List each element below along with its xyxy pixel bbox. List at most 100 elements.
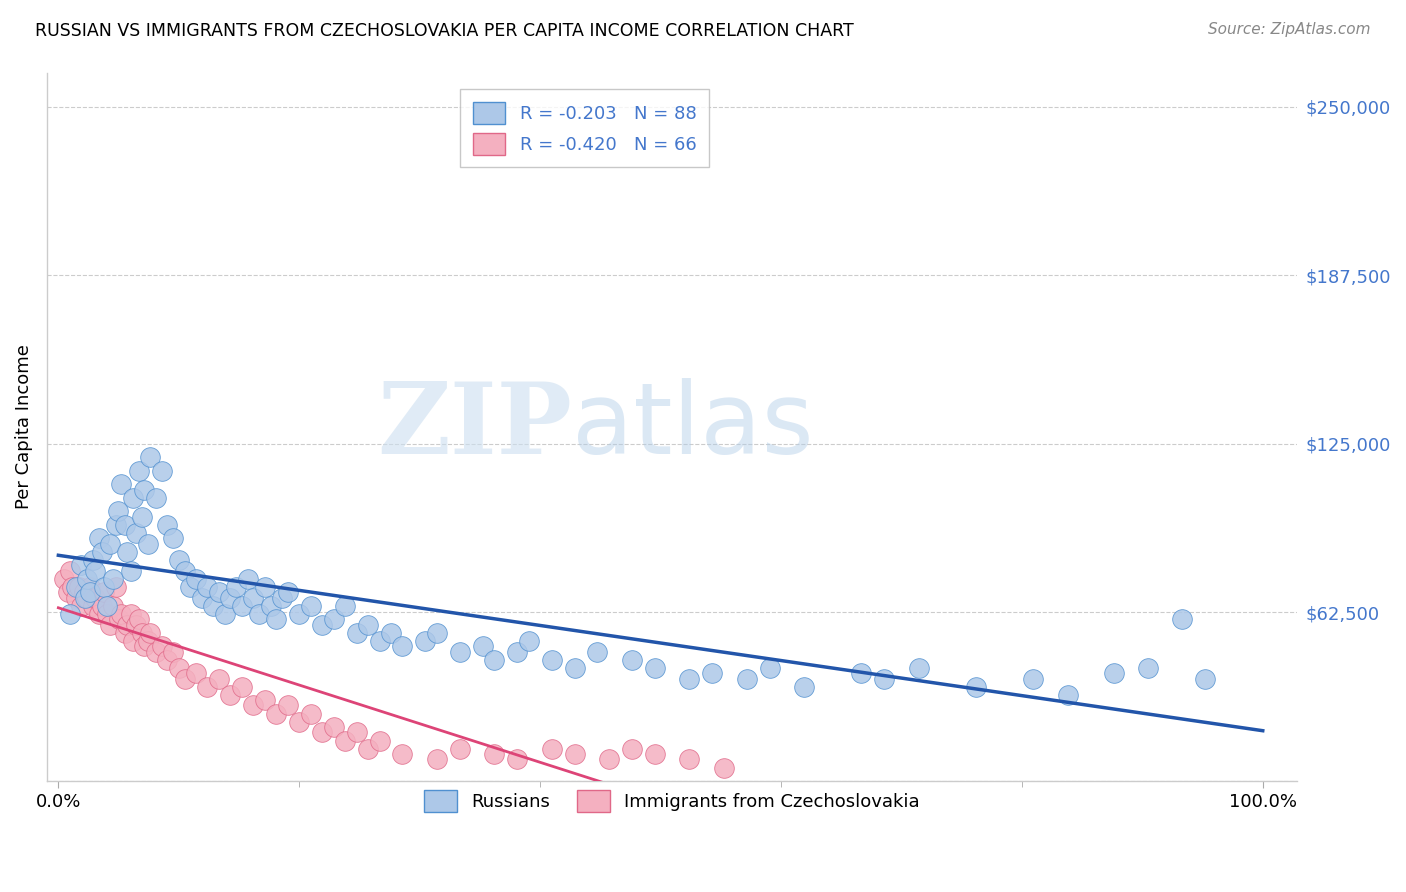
Point	[197, 680, 219, 694]
Point	[104, 517, 127, 532]
Point	[162, 531, 184, 545]
Point	[758, 661, 780, 675]
Point	[103, 572, 125, 586]
Point	[299, 599, 322, 613]
Point	[644, 661, 666, 675]
Point	[620, 652, 643, 666]
Point	[202, 599, 225, 613]
Text: ZIP: ZIP	[377, 378, 572, 475]
Point	[271, 591, 294, 605]
Point	[1102, 666, 1125, 681]
Point	[150, 639, 173, 653]
Point	[145, 644, 167, 658]
Point	[197, 580, 219, 594]
Point	[713, 760, 735, 774]
Point	[131, 625, 153, 640]
Point	[236, 572, 259, 586]
Point	[93, 585, 115, 599]
Point	[84, 591, 107, 605]
Point	[735, 672, 758, 686]
Point	[115, 545, 138, 559]
Point	[449, 644, 471, 658]
Point	[173, 672, 195, 686]
Point	[87, 607, 110, 621]
Point	[134, 483, 156, 497]
Point	[162, 644, 184, 658]
Point	[564, 661, 586, 675]
Point	[357, 617, 380, 632]
Point	[173, 564, 195, 578]
Point	[322, 612, 344, 626]
Text: atlas: atlas	[572, 378, 814, 475]
Point	[907, 661, 929, 675]
Point	[122, 633, 145, 648]
Point	[91, 545, 114, 559]
Point	[242, 591, 264, 605]
Point	[114, 625, 136, 640]
Point	[82, 553, 104, 567]
Point	[72, 585, 94, 599]
Point	[506, 644, 529, 658]
Point	[368, 633, 391, 648]
Point	[208, 585, 231, 599]
Point	[103, 599, 125, 613]
Point	[644, 747, 666, 761]
Point	[150, 464, 173, 478]
Point	[179, 580, 201, 594]
Point	[231, 599, 253, 613]
Point	[98, 536, 121, 550]
Point	[311, 725, 333, 739]
Point	[110, 477, 132, 491]
Point	[299, 706, 322, 721]
Point	[702, 666, 724, 681]
Point	[120, 607, 142, 621]
Point	[128, 612, 150, 626]
Point	[65, 580, 87, 594]
Point	[346, 625, 368, 640]
Point	[793, 680, 815, 694]
Point	[873, 672, 896, 686]
Point	[678, 672, 700, 686]
Point	[288, 607, 311, 621]
Point	[122, 491, 145, 505]
Point	[76, 572, 98, 586]
Point	[59, 607, 82, 621]
Point	[484, 747, 506, 761]
Point	[311, 617, 333, 632]
Point	[96, 607, 118, 621]
Point	[67, 580, 90, 594]
Point	[79, 580, 101, 594]
Text: Source: ZipAtlas.com: Source: ZipAtlas.com	[1208, 22, 1371, 37]
Point	[586, 644, 609, 658]
Text: RUSSIAN VS IMMIGRANTS FROM CZECHOSLOVAKIA PER CAPITA INCOME CORRELATION CHART: RUSSIAN VS IMMIGRANTS FROM CZECHOSLOVAKI…	[35, 22, 853, 40]
Point	[87, 531, 110, 545]
Point	[219, 591, 242, 605]
Point	[184, 666, 207, 681]
Point	[225, 580, 247, 594]
Point	[108, 612, 131, 626]
Point	[70, 558, 93, 573]
Point	[380, 625, 402, 640]
Point	[415, 633, 437, 648]
Point	[131, 509, 153, 524]
Point	[1194, 672, 1216, 686]
Point	[965, 680, 987, 694]
Point	[128, 464, 150, 478]
Point	[219, 688, 242, 702]
Point	[145, 491, 167, 505]
Point	[678, 752, 700, 766]
Point	[56, 585, 79, 599]
Point	[190, 591, 212, 605]
Point	[65, 591, 87, 605]
Point	[79, 585, 101, 599]
Point	[70, 599, 93, 613]
Point	[231, 680, 253, 694]
Point	[125, 617, 148, 632]
Point	[346, 725, 368, 739]
Point	[184, 572, 207, 586]
Point	[98, 617, 121, 632]
Point	[620, 741, 643, 756]
Point	[564, 747, 586, 761]
Point	[156, 652, 179, 666]
Point	[1056, 688, 1078, 702]
